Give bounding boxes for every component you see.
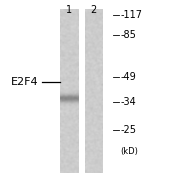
Text: -117: -117 bbox=[121, 10, 143, 20]
Text: 1: 1 bbox=[66, 4, 72, 15]
Text: 2: 2 bbox=[91, 4, 97, 15]
Text: -25: -25 bbox=[121, 125, 137, 135]
Text: (kD): (kD) bbox=[121, 147, 138, 156]
Text: -34: -34 bbox=[121, 97, 136, 107]
Text: -49: -49 bbox=[121, 71, 136, 82]
Text: E2F4: E2F4 bbox=[11, 77, 38, 87]
Text: -85: -85 bbox=[121, 30, 136, 40]
